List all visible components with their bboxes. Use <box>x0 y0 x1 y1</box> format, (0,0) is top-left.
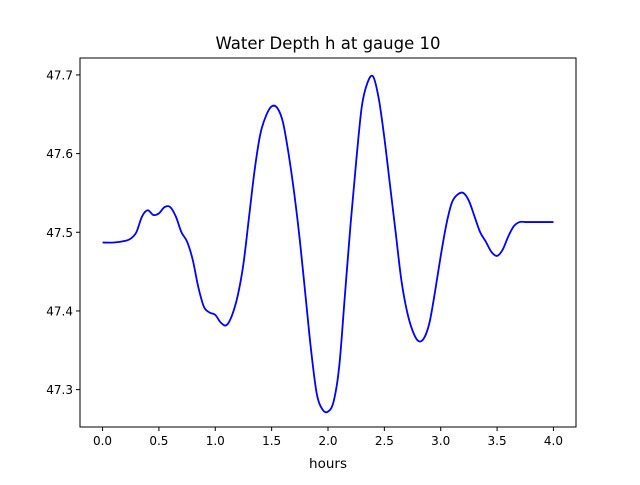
x-tick-label: 2.0 <box>318 434 337 448</box>
series-line <box>102 74 554 414</box>
x-tick-label: 4.0 <box>544 434 563 448</box>
x-tick-label: 0.0 <box>93 434 112 448</box>
y-tick-label: 47.5 <box>46 226 73 240</box>
x-tick-label: 2.5 <box>375 434 394 448</box>
y-tick-label: 47.3 <box>46 383 73 397</box>
x-tick-label: 3.0 <box>431 434 450 448</box>
y-tick-label: 47.7 <box>46 68 73 82</box>
x-axis: 0.0 0.5 1.0 1.5 2.0 2.5 3.0 3.5 4.0 <box>93 427 563 448</box>
x-tick-label: 1.5 <box>262 434 281 448</box>
y-tick-label: 47.4 <box>46 304 73 318</box>
plot-area <box>102 74 554 414</box>
plot-frame <box>79 57 577 428</box>
x-tick-label: 1.0 <box>206 434 225 448</box>
chart-title: Water Depth h at gauge 10 <box>216 34 441 53</box>
x-tick-label: 0.5 <box>149 434 168 448</box>
y-axis: 47.3 47.4 47.5 47.6 47.7 <box>46 68 80 397</box>
x-tick-label: 3.5 <box>488 434 507 448</box>
y-tick-label: 47.6 <box>46 147 73 161</box>
x-axis-label: hours <box>309 456 347 472</box>
